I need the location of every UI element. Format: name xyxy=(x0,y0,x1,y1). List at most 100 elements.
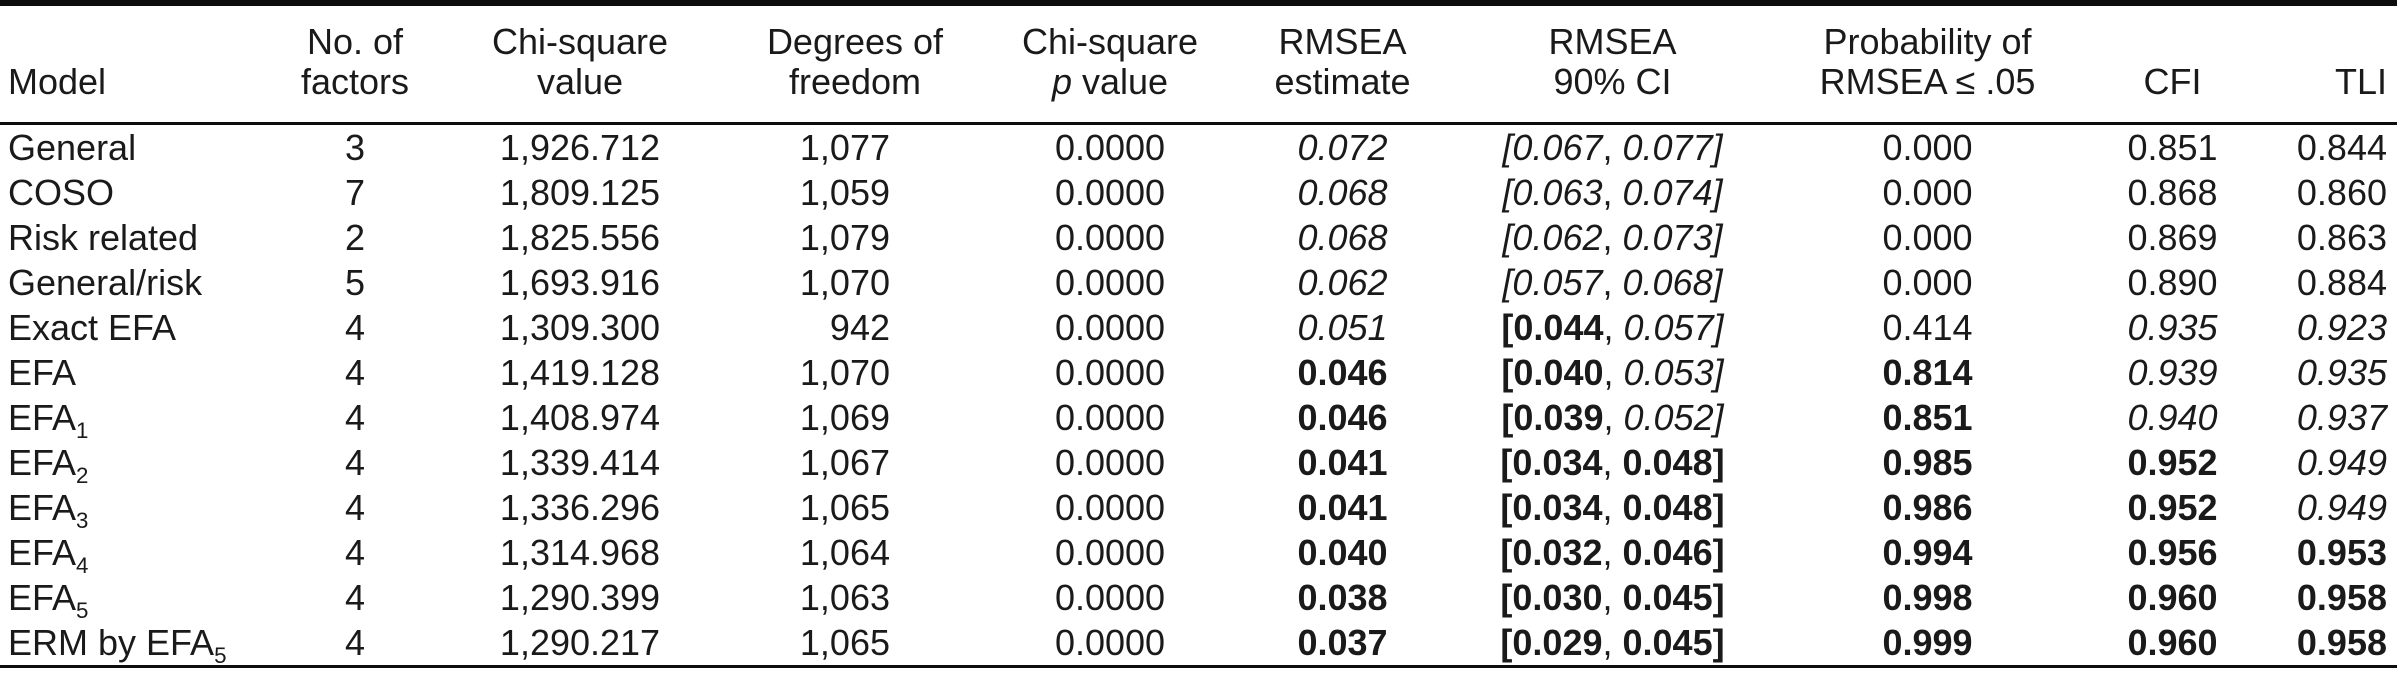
tli-cell: 0.935 xyxy=(2260,350,2397,395)
cfi-cell: 0.952 xyxy=(2085,485,2260,530)
probability-cell: 0.814 xyxy=(1770,350,2085,395)
cell-value: 1,290.217 xyxy=(499,622,661,663)
model-cell: EFA4 xyxy=(0,530,270,577)
cell-value: [0.039 xyxy=(1501,397,1604,438)
chi-square-value-cell: 1,290.217 xyxy=(440,620,720,667)
probability-cell: 0.414 xyxy=(1770,305,2085,350)
cell-value: 1,314.968 xyxy=(499,532,661,573)
tli-cell: 0.949 xyxy=(2260,440,2397,485)
col-header-chi-square-value: Chi-square value xyxy=(440,3,720,125)
table-row: EFA 4 1,419.128 1,070 0.0000 0.046 [0.040, 0.0… xyxy=(0,350,2397,395)
df-cell: 1,059 xyxy=(720,170,990,215)
cell-value: 0.074] xyxy=(1622,172,1723,213)
cell-value: 1,067 xyxy=(799,442,890,483)
cell-value: ERM by EFA xyxy=(8,622,215,663)
cell-value: 0.952 xyxy=(2127,442,2218,483)
chi-square-value-cell: 1,336.296 xyxy=(440,485,720,530)
model-cell: COSO xyxy=(0,170,270,215)
cell-value: 5 xyxy=(344,262,366,303)
cell-value: EFA xyxy=(8,442,77,483)
factors-cell: 4 xyxy=(270,485,440,530)
cell-value: , xyxy=(1602,487,1623,528)
cell-value: 0.935 xyxy=(2127,307,2218,348)
factors-cell: 4 xyxy=(270,530,440,575)
table-row: COSO 7 1,809.125 1,059 0.0000 0.068 [0.063, 0.… xyxy=(0,170,2397,215)
factors-cell: 2 xyxy=(270,215,440,260)
cell-value: 0.860 xyxy=(2296,172,2387,213)
rmsea-ci-cell: [0.067, 0.077] xyxy=(1455,124,1770,171)
cell-value: 0.051 xyxy=(1297,307,1388,348)
cell-value: [0.062 xyxy=(1502,217,1603,258)
model-cell: EFA xyxy=(0,350,270,395)
probability-cell: 0.851 xyxy=(1770,395,2085,440)
cell-value: 0.985 xyxy=(1882,442,1973,483)
cell-value: 0.956 xyxy=(2127,532,2218,573)
cell-value: 0.958 xyxy=(2296,577,2387,618)
probability-cell: 0.000 xyxy=(1770,170,2085,215)
cell-value: 0.0000 xyxy=(1054,352,1166,393)
cell-value: Risk related xyxy=(8,217,199,258)
cell-value: 0.000 xyxy=(1882,262,1973,303)
cell-value: 0.000 xyxy=(1882,127,1973,168)
cell-value: 0.844 xyxy=(2296,127,2387,168)
probability-cell: 0.000 xyxy=(1770,215,2085,260)
model-subscript: 1 xyxy=(76,418,89,444)
table-row: EFA3 4 1,336.296 1,065 0.0000 0.041 [0.034, 0.… xyxy=(0,485,2397,532)
table-row: EFA1 4 1,408.974 1,069 0.0000 0.046 [0.039, 0.… xyxy=(0,395,2397,444)
cell-value: COSO xyxy=(8,172,115,213)
cell-value: [0.067 xyxy=(1502,127,1603,168)
factors-cell: 4 xyxy=(270,575,440,620)
cell-value: 1,825.556 xyxy=(499,217,661,258)
p-value-cell: 0.0000 xyxy=(990,215,1230,260)
col-header-degrees-of-freedom: Degrees of freedom xyxy=(720,3,990,125)
model-subscript: 2 xyxy=(76,463,89,489)
cell-value: [0.057 xyxy=(1502,262,1603,303)
col-header-tli: TLI xyxy=(2260,3,2397,125)
p-value-cell: 0.0000 xyxy=(990,530,1230,575)
cell-value: , xyxy=(1602,172,1623,213)
chi-square-value-cell: 1,314.968 xyxy=(440,530,720,575)
probability-cell: 0.986 xyxy=(1770,485,2085,530)
cell-value: 1,059 xyxy=(799,172,890,213)
cell-value: 1,809.125 xyxy=(499,172,661,213)
factors-cell: 4 xyxy=(270,395,440,440)
table-row: EFA5 4 1,290.399 1,063 0.0000 0.038 [0.030, 0.… xyxy=(0,575,2397,622)
cell-value: 1,339.414 xyxy=(499,442,661,483)
cell-value: 0.863 xyxy=(2296,217,2387,258)
model-cell: EFA3 xyxy=(0,485,270,532)
chi-square-value-cell: 1,290.399 xyxy=(440,575,720,620)
cell-value: 942 xyxy=(829,307,890,348)
factors-cell: 7 xyxy=(270,170,440,215)
cell-value: [0.030 xyxy=(1500,577,1603,618)
cell-value: 0.052] xyxy=(1623,397,1724,438)
table-row: ERM by EFA5 4 1,290.217 1,065 0.0000 0.037 [0.… xyxy=(0,620,2397,667)
cell-value: 1,079 xyxy=(799,217,890,258)
cell-value: 1,070 xyxy=(799,352,890,393)
chi-square-value-cell: 1,825.556 xyxy=(440,215,720,260)
header-line1: RMSEA xyxy=(1278,21,1407,62)
header-line2: TLI xyxy=(2334,61,2387,102)
chi-square-value-cell: 1,419.128 xyxy=(440,350,720,395)
table-row: Exact EFA 4 1,309.300 942 0.0000 0.051 [0.044,… xyxy=(0,305,2397,350)
p-value-cell: 0.0000 xyxy=(990,170,1230,215)
cfi-cell: 0.940 xyxy=(2085,395,2260,440)
cfi-cell: 0.956 xyxy=(2085,530,2260,575)
df-cell: 1,063 xyxy=(720,575,990,620)
cell-value: EFA xyxy=(8,352,77,393)
header-line2: Model xyxy=(8,61,107,102)
p-value-cell: 0.0000 xyxy=(990,260,1230,305)
rmsea-ci-cell: [0.032, 0.046] xyxy=(1455,530,1770,575)
cell-value: 1,065 xyxy=(799,487,890,528)
header-line1: Probability of xyxy=(1823,21,2032,62)
table-row: EFA4 4 1,314.968 1,064 0.0000 0.040 [0.032, 0.… xyxy=(0,530,2397,577)
p-value-cell: 0.0000 xyxy=(990,575,1230,620)
cfi-cell: 0.890 xyxy=(2085,260,2260,305)
cell-value: 0.0000 xyxy=(1054,532,1166,573)
rmsea-ci-cell: [0.029, 0.045] xyxy=(1455,620,1770,667)
cell-value: 0.077] xyxy=(1622,127,1723,168)
cfi-cell: 0.869 xyxy=(2085,215,2260,260)
tli-cell: 0.958 xyxy=(2260,620,2397,667)
cell-value: 0.046 xyxy=(1297,352,1388,393)
cell-value: 0.062 xyxy=(1297,262,1388,303)
header-line2: estimate xyxy=(1274,61,1411,102)
